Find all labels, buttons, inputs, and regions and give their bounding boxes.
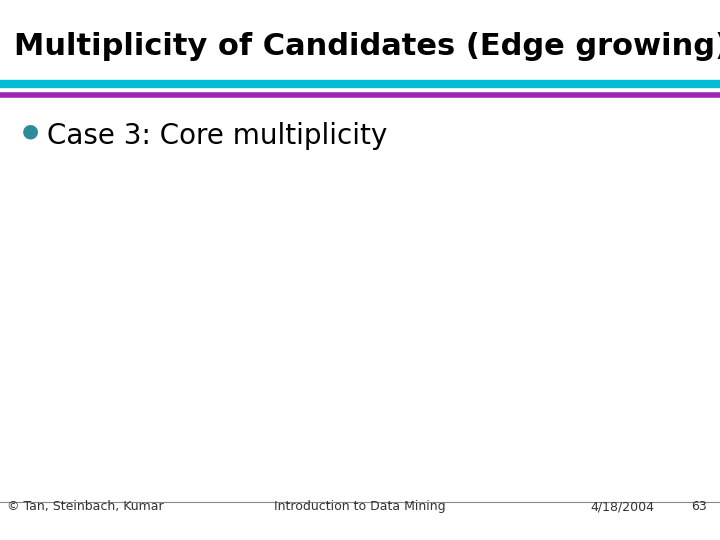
Text: Case 3: Core multiplicity: Case 3: Core multiplicity: [47, 122, 387, 150]
Text: © Tan, Steinbach, Kumar: © Tan, Steinbach, Kumar: [7, 500, 164, 513]
Text: ●: ●: [22, 122, 39, 140]
Text: 4/18/2004: 4/18/2004: [590, 500, 654, 513]
Text: Multiplicity of Candidates (Edge growing): Multiplicity of Candidates (Edge growing…: [14, 32, 720, 62]
Text: Introduction to Data Mining: Introduction to Data Mining: [274, 500, 446, 513]
Text: 63: 63: [691, 500, 707, 513]
